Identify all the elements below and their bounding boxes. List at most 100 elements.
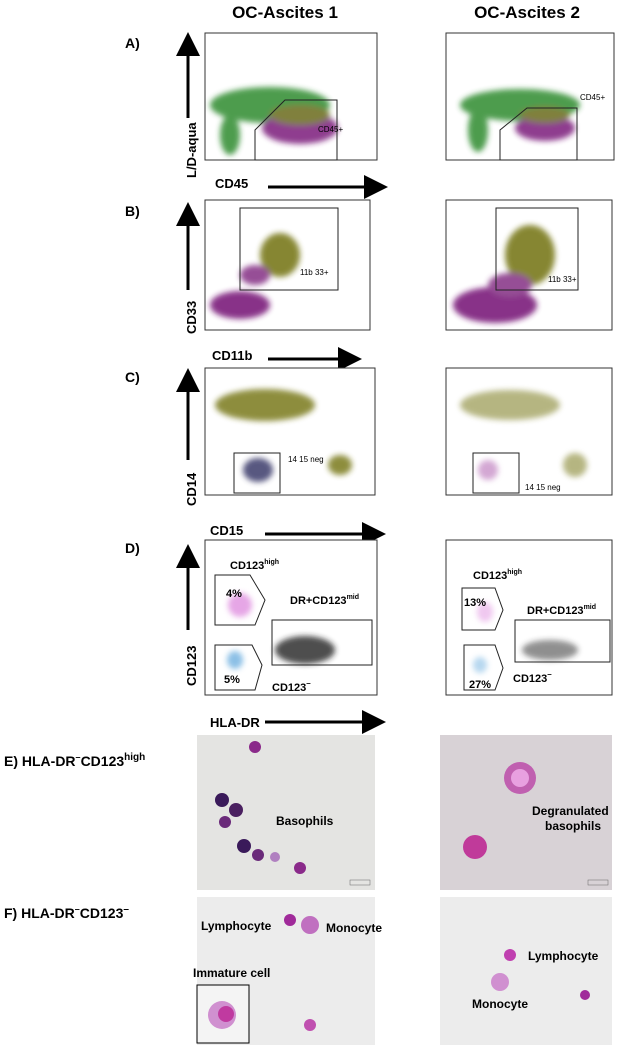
- cell-label: Immature cell: [193, 966, 270, 980]
- text-part: E): [4, 753, 18, 769]
- shape: [227, 593, 335, 669]
- shape: [461, 587, 504, 631]
- shape: [229, 803, 243, 817]
- shape: [473, 657, 487, 673]
- shape: [445, 367, 613, 496]
- shape: [495, 207, 579, 291]
- gate-percent: 13%: [464, 597, 486, 609]
- gate-label: 14 15 neg: [288, 455, 324, 464]
- shape: [204, 539, 378, 696]
- text-part: F): [4, 905, 17, 921]
- shape: [239, 207, 339, 291]
- shape: [440, 897, 612, 1045]
- shape: [499, 107, 578, 161]
- panel-letter: D): [125, 540, 140, 556]
- gate-label: CD123–: [272, 679, 311, 694]
- text-part: HLA-DR: [22, 753, 76, 769]
- plot: CD45+ CD45+: [204, 32, 615, 161]
- plot: CD123high 4% DR+CD123mid 5% CD123– CD123…: [204, 539, 613, 696]
- x-axis-label: CD11b: [212, 348, 253, 363]
- gate-label: 11b 33+: [300, 268, 329, 277]
- shape: [240, 265, 270, 285]
- gate-label: 11b 33+: [548, 275, 577, 284]
- cell-label: Lymphocyte: [528, 949, 599, 963]
- y-axis-label: CD33: [184, 301, 199, 334]
- shape: [197, 735, 375, 890]
- shape: [587, 879, 609, 886]
- shape: [477, 602, 493, 622]
- shape: [580, 990, 590, 1000]
- plot: 11b 33+ 11b 33+: [204, 199, 613, 331]
- shape: [463, 835, 487, 859]
- text-part: –: [306, 679, 311, 688]
- gate-percent: 27%: [469, 679, 491, 691]
- column-title: OC-Ascites 1: [232, 3, 338, 22]
- gate-label: DR+CD123mid: [290, 594, 359, 607]
- shape: [505, 225, 555, 285]
- cell-label: Basophils: [276, 814, 334, 828]
- micrograph: Lymphocyte Monocyte Immature cell Lympho…: [193, 897, 612, 1045]
- text-part: mid: [584, 604, 596, 611]
- shape: [511, 769, 529, 787]
- shape: [220, 115, 240, 155]
- shape: [254, 99, 338, 161]
- text-part: high: [507, 569, 522, 576]
- shape: [284, 914, 296, 926]
- cell-label: basophils: [545, 819, 601, 833]
- shape: [214, 574, 266, 626]
- shape: [301, 916, 319, 934]
- y-axis-label: CD123: [184, 646, 199, 686]
- text-part: –: [76, 752, 81, 762]
- y-axis-label: L/D-aqua: [184, 122, 199, 178]
- panel-letter: C): [125, 369, 140, 385]
- shape: [210, 291, 270, 319]
- shape: [294, 862, 306, 874]
- shape: [349, 879, 371, 886]
- shape: [249, 741, 261, 753]
- shape: [219, 816, 231, 828]
- text-part: CD123: [81, 753, 125, 769]
- cell-label: Lymphocyte: [201, 919, 272, 933]
- text-part: DR+CD123: [527, 605, 584, 617]
- shape: [488, 273, 532, 297]
- micrograph: Basophils Degranulated basophils: [197, 735, 612, 890]
- shape: [472, 452, 520, 494]
- shape: [504, 949, 516, 961]
- text-part: CD123: [80, 905, 124, 921]
- panel-label: F) HLA-DR–CD123–: [4, 904, 129, 921]
- text-part: –: [547, 670, 552, 679]
- shape: [460, 390, 587, 480]
- panel-label: E) HLA-DR–CD123high: [4, 752, 145, 769]
- text-part: –: [123, 904, 129, 915]
- panel-letter: B): [125, 203, 140, 219]
- shape: [237, 839, 251, 853]
- x-axis-label: HLA-DR: [210, 715, 260, 730]
- gate-percent: 4%: [226, 588, 242, 600]
- shape: [468, 108, 488, 152]
- text-part: high: [264, 559, 279, 566]
- shape: [215, 389, 352, 482]
- text-part: CD123: [513, 673, 547, 685]
- shape: [515, 115, 575, 141]
- cell-label: Degranulated: [532, 804, 609, 818]
- shape: [514, 619, 611, 663]
- shape: [260, 233, 300, 277]
- shape: [210, 87, 338, 155]
- gate-percent: 5%: [224, 674, 240, 686]
- shape: [204, 367, 376, 496]
- text-part: mid: [347, 594, 359, 601]
- shape: [520, 107, 570, 123]
- column-title: OC-Ascites 2: [474, 3, 580, 22]
- text-part: high: [124, 752, 145, 763]
- shape: [233, 452, 281, 494]
- shape: [270, 105, 330, 125]
- shape: [215, 793, 229, 807]
- plot: 14 15 neg 14 15 neg: [204, 367, 613, 496]
- shape: [271, 619, 373, 666]
- shape: [218, 1006, 234, 1022]
- shape: [243, 458, 273, 482]
- cell-label: Monocyte: [472, 997, 528, 1011]
- x-axis-label: CD45: [215, 176, 248, 191]
- shape: [215, 389, 315, 421]
